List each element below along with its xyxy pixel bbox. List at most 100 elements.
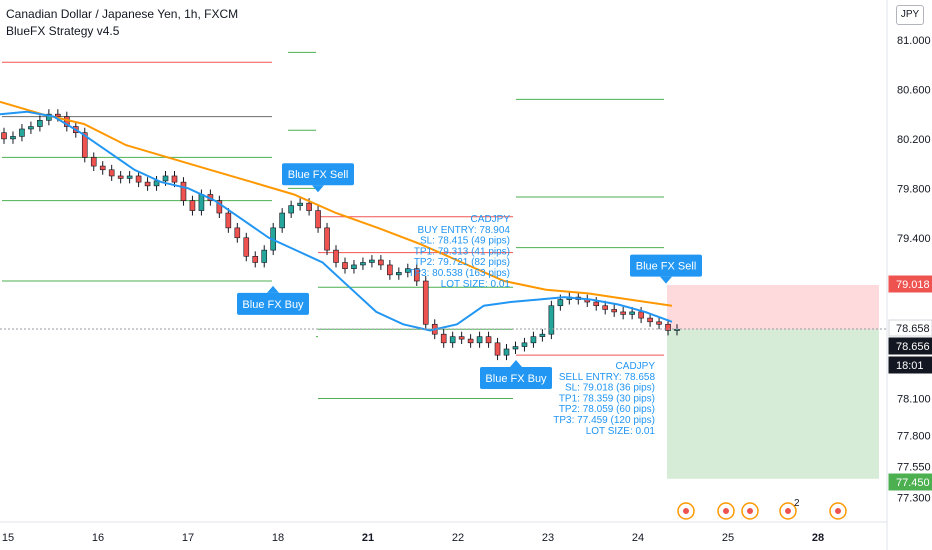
price-tag: 78.658 bbox=[888, 319, 932, 337]
candles bbox=[1, 109, 680, 361]
ema-lines bbox=[0, 100, 673, 332]
candle-body bbox=[647, 317, 653, 323]
signal-arrow bbox=[660, 276, 672, 284]
candle-body bbox=[413, 268, 420, 282]
signal-label: Blue FX Sell bbox=[288, 169, 349, 181]
trade-line: LOT SIZE: 0.01 bbox=[586, 426, 656, 437]
price-tag: 78.656 bbox=[888, 337, 932, 355]
candle-body bbox=[333, 249, 339, 263]
trade-line: LOT SIZE: 0.01 bbox=[441, 279, 511, 290]
time-tick: 28 bbox=[812, 532, 824, 544]
candle-body bbox=[99, 165, 106, 171]
signals: Blue FX Sell Blue FX Buy Blue FX Buy Blue F… bbox=[237, 163, 702, 389]
signal-box bbox=[282, 163, 354, 186]
price-tag-bg bbox=[888, 275, 932, 293]
candle-body bbox=[656, 321, 662, 325]
candle-body bbox=[225, 212, 232, 229]
trade-line: TP1: 78.359 (30 pips) bbox=[559, 393, 655, 404]
trade-line: TP3: 77.459 (120 pips) bbox=[553, 415, 655, 426]
event-marker bbox=[779, 502, 797, 520]
price-axis[interactable]: 81.000 80.600 80.200 79.800 79.400 78.100 77.8… bbox=[897, 35, 931, 504]
candle-body bbox=[467, 338, 474, 344]
sell-stop-zone bbox=[667, 284, 879, 330]
candle-body bbox=[342, 262, 348, 269]
candle-body bbox=[611, 309, 617, 313]
currency-button[interactable]: JPY bbox=[896, 5, 924, 25]
candle-body bbox=[126, 175, 133, 179]
price-tick: 77.300 bbox=[897, 492, 931, 504]
candle-body bbox=[1, 132, 7, 140]
trade-line: TP1: 79.313 (41 pips) bbox=[414, 246, 510, 257]
event-marker bbox=[741, 502, 759, 520]
candle-body bbox=[404, 268, 411, 273]
signal-arrow bbox=[267, 285, 279, 293]
price-tag-bg bbox=[888, 337, 932, 355]
candle-body bbox=[261, 249, 268, 263]
candle-body bbox=[315, 210, 321, 229]
candle-body bbox=[297, 202, 303, 206]
candle-body bbox=[548, 305, 555, 335]
candle-body bbox=[306, 202, 312, 211]
candle-body bbox=[90, 157, 97, 167]
price-tag: 79.018 bbox=[888, 275, 932, 293]
trade-line: SL: 79.018 (36 pips) bbox=[565, 383, 655, 394]
event-markers: 2 bbox=[677, 498, 847, 520]
trade-line: SL: 78.415 (49 pips) bbox=[420, 236, 510, 247]
time-tick: 21 bbox=[362, 532, 374, 544]
candle-body bbox=[55, 113, 61, 117]
price-tag-bg bbox=[888, 356, 932, 374]
time-tick: 17 bbox=[182, 532, 194, 544]
price-tick: 80.200 bbox=[897, 134, 931, 146]
price-tag-label: 78.658 bbox=[896, 323, 930, 335]
candle-body bbox=[351, 264, 357, 269]
event-dot bbox=[683, 508, 689, 514]
price-tags: 79.018 78.658 78.656 18:01 77.450 bbox=[888, 275, 932, 491]
candle-body bbox=[28, 126, 34, 130]
time-tick: 15 bbox=[2, 532, 14, 544]
candle-body bbox=[602, 305, 609, 310]
candle-body bbox=[19, 128, 25, 137]
candle-body bbox=[198, 194, 205, 211]
signal-arrow bbox=[312, 185, 324, 193]
trade-line: TP3: 80.538 (163 pips) bbox=[408, 268, 510, 279]
trade-line: SELL ENTRY: 78.658 bbox=[559, 372, 656, 383]
price-tick: 78.100 bbox=[897, 393, 931, 405]
time-axis[interactable]: 15 16 17 18 21 22 23 24 25 28 bbox=[2, 532, 824, 544]
trade-zones bbox=[667, 284, 879, 479]
sell-target-zone bbox=[667, 329, 879, 479]
signal-sell: Blue FX Sell bbox=[282, 163, 354, 193]
time-tick: 25 bbox=[722, 532, 734, 544]
signal-box bbox=[480, 367, 552, 389]
candle-body bbox=[243, 237, 250, 257]
candle-body bbox=[37, 120, 43, 127]
candle-body bbox=[557, 299, 564, 307]
candle-body bbox=[162, 175, 169, 182]
candle-body bbox=[485, 336, 492, 344]
price-tick: 80.600 bbox=[897, 84, 931, 96]
candle-body bbox=[324, 227, 330, 251]
candle-body bbox=[369, 259, 375, 263]
trade-line: BUY ENTRY: 78.904 bbox=[418, 225, 511, 236]
candle-body bbox=[135, 175, 142, 183]
event-dot bbox=[785, 508, 791, 514]
candle-body bbox=[449, 336, 456, 344]
price-tick: 79.800 bbox=[897, 183, 931, 195]
candle-body bbox=[234, 227, 241, 239]
trade-line: TP2: 78.059 (60 pips) bbox=[559, 404, 655, 415]
candle-body bbox=[521, 342, 528, 347]
candle-body bbox=[458, 336, 465, 340]
price-tag-bg bbox=[888, 473, 932, 491]
signal-arrow bbox=[510, 360, 522, 367]
candle-body bbox=[378, 259, 384, 266]
candle-body bbox=[422, 280, 429, 325]
candle-body bbox=[396, 272, 402, 276]
chart-title: Canadian Dollar / Japanese Yen, 1h, FXCM bbox=[6, 7, 239, 21]
candle-body bbox=[117, 175, 124, 179]
candle-body bbox=[252, 255, 259, 263]
signal-box bbox=[237, 292, 309, 315]
event-dot bbox=[747, 508, 753, 514]
trade-symbol: CADJPY bbox=[616, 361, 656, 372]
